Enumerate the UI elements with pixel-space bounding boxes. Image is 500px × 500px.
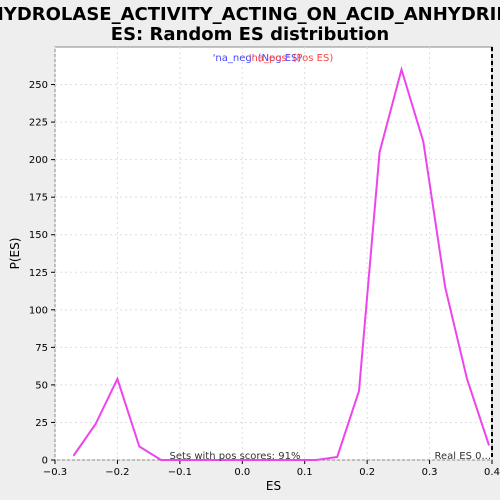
x-tick-label: 0.2 [359, 467, 375, 478]
x-axis-label: ES [266, 479, 281, 493]
chart-title-line1: HYDROLASE_ACTIVITY_ACTING_ON_ACID_ANHYDR… [0, 4, 500, 25]
data-point [488, 444, 490, 446]
real-es-label: Real ES 0... [435, 451, 491, 462]
data-point [160, 459, 162, 461]
data-point [294, 459, 297, 461]
data-point [378, 151, 381, 153]
x-tick-label: 0.4 [484, 467, 500, 478]
series-points [72, 68, 490, 461]
pos-scores-annotation: Sets with pos scores: 91% [170, 451, 301, 462]
x-tick-label: 0.1 [297, 467, 313, 478]
plot-area [54, 46, 493, 461]
data-point [241, 459, 244, 461]
y-tick-label: 75 [35, 343, 48, 354]
data-point [315, 459, 317, 461]
y-tick-label: 125 [29, 268, 48, 279]
x-axis: −0.3 −0.2 −0.1 0.0 0.1 0.2 0.3 0.4 [43, 460, 500, 478]
data-point [466, 378, 468, 380]
data-point [72, 454, 75, 457]
x-tick-label: −0.1 [168, 467, 192, 478]
data-point [336, 456, 338, 458]
data-point [94, 423, 97, 425]
x-tick-label: −0.3 [43, 467, 67, 478]
chart-title-line2: ES: Random ES distribution [111, 24, 389, 45]
data-point [138, 445, 141, 448]
y-tick-label: 200 [29, 155, 48, 166]
data-point [358, 390, 360, 392]
y-tick-label: 250 [29, 80, 48, 91]
y-axis-label: P(ES) [8, 238, 22, 270]
y-tick-label: 0 [42, 456, 48, 467]
legend-pos: 'na_pos' (Pos ES) [249, 53, 334, 64]
data-point [444, 286, 446, 289]
data-point [116, 378, 119, 380]
y-tick-label: 100 [29, 305, 48, 316]
legend-neg: 'na_neg' (Neg ES) [213, 53, 302, 64]
y-tick-label: 225 [29, 118, 48, 129]
y-tick-label: 50 [35, 380, 48, 391]
data-point [400, 68, 403, 71]
data-point [182, 459, 184, 461]
x-tick-label: 0.3 [422, 467, 438, 478]
y-tick-label: 25 [35, 418, 48, 429]
data-point [422, 140, 425, 143]
x-tick-label: −0.2 [105, 467, 129, 478]
y-tick-label: 150 [29, 230, 48, 241]
y-axis: 0 25 50 75 100 125 150 175 200 225 250 [29, 80, 55, 467]
x-tick-label: 0.0 [234, 467, 250, 478]
y-tick-label: 175 [29, 193, 48, 204]
